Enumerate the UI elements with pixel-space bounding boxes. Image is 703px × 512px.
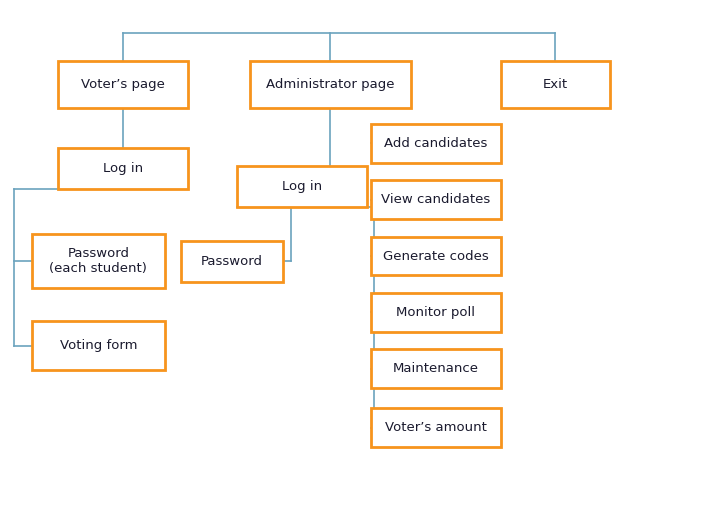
FancyBboxPatch shape [32,234,165,288]
Text: Exit: Exit [543,78,568,91]
FancyBboxPatch shape [32,322,165,370]
Text: View candidates: View candidates [381,193,491,206]
Text: Voter’s page: Voter’s page [81,78,165,91]
Text: Password
(each student): Password (each student) [49,247,148,275]
Text: Add candidates: Add candidates [384,137,488,150]
FancyBboxPatch shape [371,409,501,446]
Text: Maintenance: Maintenance [393,362,479,375]
Text: Password: Password [201,254,263,268]
FancyBboxPatch shape [501,61,610,108]
FancyBboxPatch shape [371,124,501,163]
Text: Monitor poll: Monitor poll [396,306,475,319]
Text: Voter’s amount: Voter’s amount [385,421,486,434]
FancyBboxPatch shape [250,61,411,108]
Text: Administrator page: Administrator page [266,78,394,91]
Text: Log in: Log in [103,162,143,176]
Text: Voting form: Voting form [60,339,137,352]
FancyBboxPatch shape [371,181,501,219]
Text: Generate codes: Generate codes [383,249,489,263]
FancyBboxPatch shape [58,148,188,189]
FancyBboxPatch shape [58,61,188,108]
FancyBboxPatch shape [181,241,283,282]
Text: Log in: Log in [282,180,323,194]
FancyBboxPatch shape [371,237,501,275]
FancyBboxPatch shape [238,166,367,207]
FancyBboxPatch shape [371,349,501,388]
FancyBboxPatch shape [371,293,501,332]
